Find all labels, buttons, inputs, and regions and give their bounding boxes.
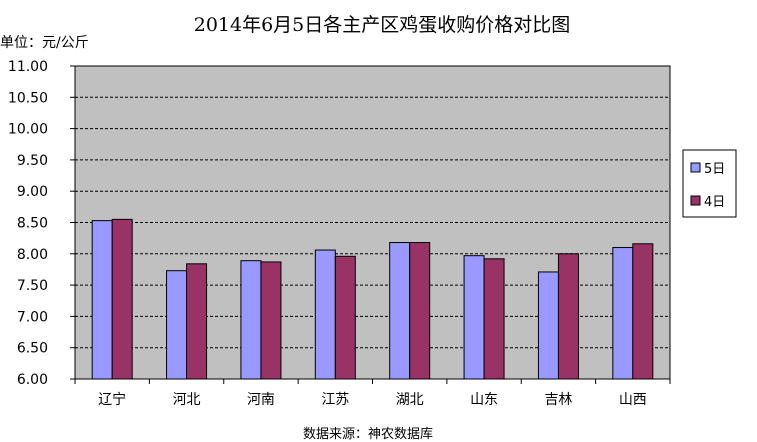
legend: 5日 4日: [682, 149, 737, 218]
x-tick-label: 江苏: [321, 392, 349, 408]
x-tick-label: 湖北: [396, 392, 424, 408]
bar-series1: [166, 270, 188, 380]
plot-border: [74, 65, 671, 380]
y-tick-label: 9.00: [17, 184, 48, 200]
bar-series2: [186, 263, 208, 380]
y-tick-label: 7.00: [17, 309, 48, 325]
y-tick-label: 8.50: [17, 216, 48, 232]
x-tick-label: 河南: [247, 392, 275, 408]
y-tick-label: 7.50: [17, 278, 48, 294]
bar-series2: [111, 218, 133, 380]
x-tick-label: 山西: [619, 392, 647, 408]
legend-swatch: [690, 162, 701, 173]
bar-series2: [409, 242, 431, 380]
legend-label: 5日: [704, 162, 725, 177]
x-tick-label: 辽宁: [98, 391, 126, 408]
bar-series1: [612, 247, 634, 380]
y-tick-label: 10.00: [8, 122, 48, 138]
bar-series2: [632, 243, 654, 380]
bar-series1: [240, 260, 262, 380]
bar-series2: [260, 261, 282, 380]
y-tick-label: 11.00: [8, 59, 48, 75]
y-tick-label: 10.50: [8, 90, 48, 106]
plot-area: 6.00 6.50 7.00 7.50 8.00 8.50 9.00 9.50 10.00 10.…: [8, 59, 671, 408]
bar-series2: [483, 258, 505, 380]
bar-series2: [557, 253, 579, 380]
bar-series1: [389, 242, 411, 380]
y-tick-label: 6.00: [17, 372, 48, 388]
x-tick-label: 吉林: [544, 392, 572, 408]
bar-series1: [91, 220, 113, 380]
y-tick-label: 8.00: [17, 247, 48, 263]
source-note: 数据来源：神农数据库: [303, 426, 433, 442]
y-tick-label: 6.50: [17, 341, 48, 357]
x-tick-label: 河北: [173, 392, 201, 408]
bar-series1: [314, 249, 336, 380]
bar-series1: [537, 271, 559, 380]
bar-series2: [334, 255, 356, 380]
unit-label: 单位：元/公斤: [0, 35, 89, 51]
legend-label: 4日: [704, 195, 725, 210]
y-tick-label: 9.50: [17, 153, 48, 169]
legend-box: [682, 149, 737, 218]
legend-swatch: [690, 195, 701, 206]
chart-title: 2014年6月5日各主产区鸡蛋收购价格对比图: [194, 14, 571, 36]
x-tick-label: 山东: [470, 392, 498, 408]
bar-series1: [463, 255, 485, 380]
